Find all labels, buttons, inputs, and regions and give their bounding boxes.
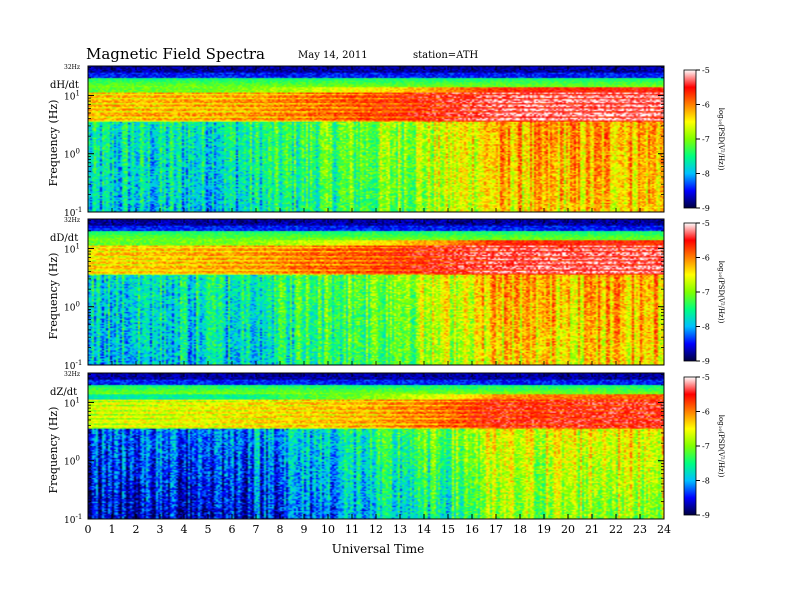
y-tick-label: 101 [64, 242, 80, 255]
time-axis: 0 1 2 3 4 5 6 7 8 9 10 11 12 13 14 15 16 17 18 19 20 21 22 23 24 [85, 66, 671, 536]
y-tick-label: 101 [64, 89, 80, 102]
colorbar-tick-label: -9 [702, 357, 710, 366]
x-tick-label: 22 [609, 523, 623, 536]
component-label: dD/dt [50, 233, 78, 244]
x-tick-label: 20 [561, 523, 575, 536]
y-tick-label: 10-1 [64, 359, 82, 372]
panel-1: dH/dt 32Hz 10-1 100 101 Frequency (Hz) -5 -6 -7 -… [47, 64, 725, 219]
y-tick-label: 100 [64, 455, 80, 468]
station-label: station=ATH [413, 50, 479, 61]
y-axis-label: Frequency (Hz) [47, 407, 60, 494]
colorbar [683, 69, 697, 209]
x-tick-label: 8 [277, 523, 284, 536]
x-tick-label: 11 [345, 523, 359, 536]
x-axis-label: Universal Time [332, 542, 425, 556]
colorbar-label: log₁₀(PSD(V²/Hz)) [717, 261, 725, 324]
x-tick-label: 2 [133, 523, 140, 536]
colorbar-tick-label: -5 [702, 373, 710, 382]
component-label: dZ/dt [50, 387, 77, 398]
colorbar [683, 222, 697, 362]
spectrogram-image [88, 66, 664, 212]
y-tick-label: 10-1 [64, 206, 82, 219]
colorbar-tick-label: -7 [702, 135, 710, 144]
spectrogram-image [88, 219, 664, 365]
colorbar-tick-label: -6 [702, 254, 710, 263]
x-tick-label: 21 [585, 523, 599, 536]
x-tick-label: 12 [369, 523, 383, 536]
panel-2: dD/dt 32Hz 10-1 100 101 Frequency (Hz) -5 -6 -7 -… [47, 217, 725, 372]
y-tick-label: 10-1 [64, 513, 82, 526]
top-frequency-label: 32Hz [64, 371, 80, 378]
colorbar-tick-label: -6 [702, 101, 710, 110]
colorbar [683, 376, 697, 516]
x-tick-label: 15 [441, 523, 455, 536]
colorbar-tick-label: -5 [702, 219, 710, 228]
y-tick-label: 100 [64, 148, 80, 161]
x-tick-label: 16 [465, 523, 479, 536]
y-axis-label: Frequency (Hz) [47, 253, 60, 340]
x-tick-label: 19 [537, 523, 551, 536]
x-tick-label: 3 [157, 523, 164, 536]
colorbar-label: log₁₀(PSD(V²/Hz)) [717, 108, 725, 171]
spectrogram-image [88, 373, 664, 519]
figure-date: May 14, 2011 [298, 50, 368, 61]
x-tick-label: 4 [181, 523, 188, 536]
x-tick-label: 7 [253, 523, 260, 536]
x-tick-label: 6 [229, 523, 236, 536]
x-tick-label: 17 [489, 523, 503, 536]
x-tick-label: 24 [657, 523, 671, 536]
x-tick-label: 13 [393, 523, 407, 536]
colorbar-tick-label: -8 [702, 323, 710, 332]
top-frequency-label: 32Hz [64, 217, 80, 224]
colorbar-tick-label: -8 [702, 477, 710, 486]
colorbar-tick-label: -8 [702, 170, 710, 179]
x-tick-label: 10 [321, 523, 335, 536]
colorbar-tick-label: -5 [702, 66, 710, 75]
x-tick-label: 0 [85, 523, 92, 536]
x-tick-label: 5 [205, 523, 212, 536]
colorbar-tick-label: -9 [702, 204, 710, 213]
x-tick-label: 1 [109, 523, 116, 536]
colorbar-label: log₁₀(PSD(V²/Hz)) [717, 415, 725, 478]
y-tick-label: 100 [64, 301, 80, 314]
colorbar-tick-label: -7 [702, 442, 710, 451]
colorbar-tick-label: -9 [702, 511, 710, 520]
y-tick-label: 101 [64, 396, 80, 409]
x-tick-label: 14 [417, 523, 431, 536]
x-tick-label: 18 [513, 523, 527, 536]
component-label: dH/dt [50, 80, 79, 91]
colorbar-tick-label: -6 [702, 408, 710, 417]
colorbar-tick-label: -7 [702, 288, 710, 297]
y-axis-label: Frequency (Hz) [47, 100, 60, 187]
x-tick-label: 23 [633, 523, 647, 536]
panel-3: dZ/dt 32Hz 10-1 100 101 Frequency (Hz) -5 -6 -7 -… [47, 371, 725, 526]
x-tick-label: 9 [301, 523, 308, 536]
top-frequency-label: 32Hz [64, 64, 80, 71]
figure-title: Magnetic Field Spectra [86, 45, 265, 63]
